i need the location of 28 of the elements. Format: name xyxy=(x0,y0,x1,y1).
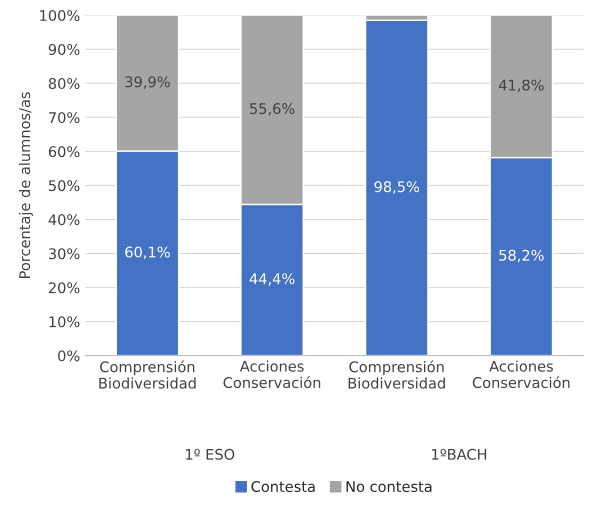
data-label: 41,8% xyxy=(498,80,544,92)
y-tick-label: 30% xyxy=(48,248,80,260)
data-label: 58,2% xyxy=(499,250,544,262)
y-tick-label: 80% xyxy=(48,78,80,90)
bar xyxy=(364,20,429,356)
data-label: 60,1% xyxy=(125,246,170,260)
legend-label: Contesta xyxy=(251,481,315,492)
x-tick-label: Acciones Conservación xyxy=(472,360,570,388)
y-tick-label: 10% xyxy=(49,316,80,328)
text: 1ºBACH xyxy=(432,448,486,460)
y-tick-label: 0% xyxy=(58,350,80,362)
data-label: 55,6% xyxy=(250,103,294,116)
x-tick-label: Comprensión Biodiversidad xyxy=(99,360,196,389)
y-tick-label: 40% xyxy=(48,214,80,226)
y-tick-label: 20% xyxy=(48,282,80,294)
y-tick-label: 70% xyxy=(49,112,80,124)
y-tick-label: 60% xyxy=(48,146,80,158)
x-tick-label: Acciones Conservación xyxy=(224,360,320,388)
text: 1º ESO xyxy=(186,448,234,460)
y-tick-label: 50% xyxy=(48,180,80,192)
data-label: 44,4% xyxy=(250,273,294,286)
data-label: 39,9% xyxy=(125,76,170,89)
x-tick-label: Comprensión Biodiversidad xyxy=(348,360,445,389)
y-axis-title: Porcentaje de alumnos/as xyxy=(18,92,34,278)
y-tick-label: 100% xyxy=(40,10,80,21)
y-tick-label: 90% xyxy=(48,44,80,56)
legend-label: No contesta xyxy=(346,481,432,492)
data-label: 98,5% xyxy=(374,181,420,194)
